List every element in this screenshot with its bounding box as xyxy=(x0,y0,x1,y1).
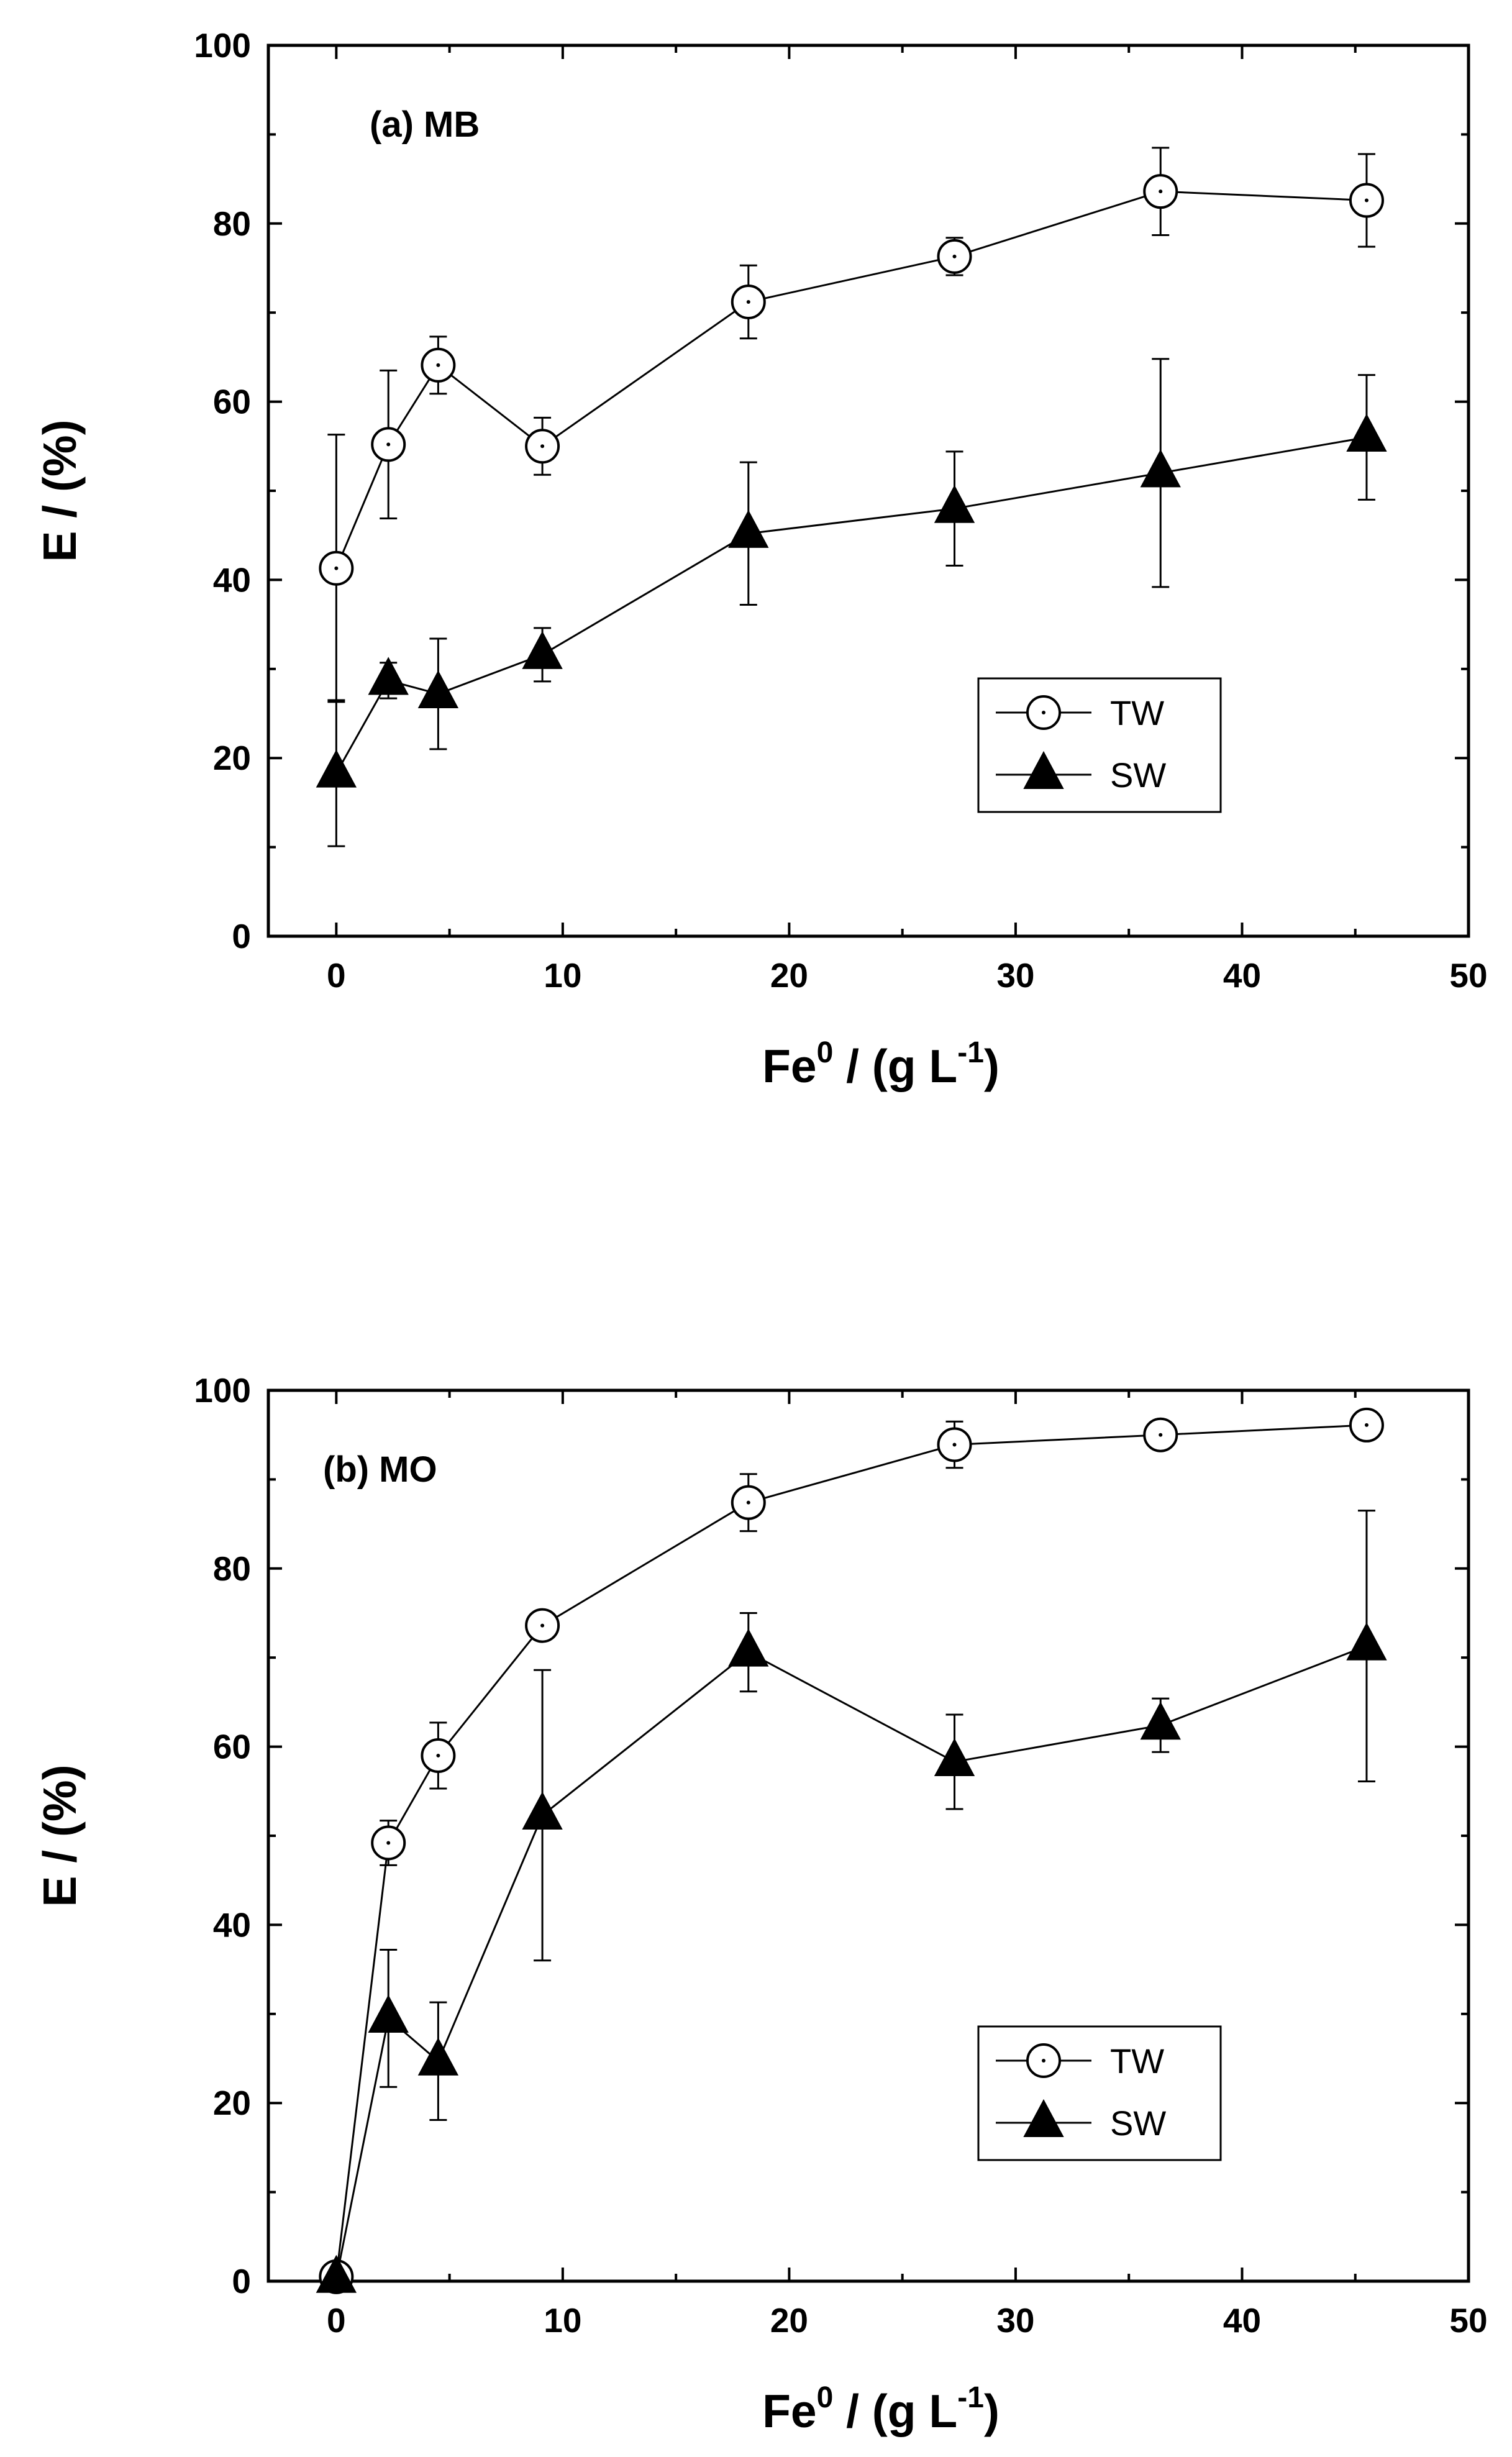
marker-triangle xyxy=(522,631,563,669)
x-tick-label: 30 xyxy=(996,956,1034,995)
marker-dot xyxy=(386,442,391,447)
x-tick-label: 30 xyxy=(996,2301,1034,2340)
marker-dot xyxy=(1042,711,1045,714)
y-tick-label: 40 xyxy=(213,560,251,599)
marker-dot xyxy=(1364,198,1369,203)
x-tick-label: 0 xyxy=(327,956,346,995)
marker-triangle xyxy=(1346,1622,1387,1661)
legend-label-tw: TW xyxy=(1110,2041,1164,2081)
y-tick-label: 60 xyxy=(213,1728,251,1766)
legend-box xyxy=(977,677,1222,813)
y-tick-label: 80 xyxy=(213,204,251,243)
series-sw xyxy=(316,358,1387,847)
marker-triangle xyxy=(1023,2099,1064,2138)
chart-panel-mb: 0 10 20 30 40 50 0 20 40 60 80 100 E / (%) Fe0 / (g L… xyxy=(34,26,1488,1092)
panel-label: (b) MO xyxy=(323,1449,437,1490)
marker-dot xyxy=(540,444,545,449)
marker-dot xyxy=(1364,1423,1369,1427)
legend: TW SW xyxy=(977,677,1222,813)
series-sw xyxy=(316,1510,1387,2293)
marker-dot xyxy=(436,363,440,367)
x-tick-label: 0 xyxy=(327,2301,346,2340)
y-tick-label: 100 xyxy=(194,26,251,65)
x-tick-label: 20 xyxy=(770,956,808,995)
marker-dot xyxy=(952,1443,957,1447)
marker-dot xyxy=(334,566,339,570)
marker-dot xyxy=(386,1841,391,1845)
legend-label-tw: TW xyxy=(1110,693,1164,732)
series-tw xyxy=(319,1407,1384,2294)
x-tick-label: 10 xyxy=(544,2301,581,2340)
marker-triangle xyxy=(934,1738,975,1777)
legend-label-sw: SW xyxy=(1110,2104,1166,2143)
legend: TW SW xyxy=(977,2025,1222,2161)
marker-triangle xyxy=(1140,1702,1181,1740)
marker-dot xyxy=(746,299,750,304)
x-tick-label: 20 xyxy=(770,2301,808,2340)
x-tick-label: 50 xyxy=(1449,956,1487,995)
x-tick-label: 50 xyxy=(1449,2301,1487,2340)
y-tick-label: 80 xyxy=(213,1549,251,1588)
series-line xyxy=(335,1645,1367,2279)
marker-triangle xyxy=(368,657,409,695)
legend-box xyxy=(977,2025,1222,2161)
y-tick-label: 100 xyxy=(194,1371,251,1410)
marker-triangle xyxy=(417,2037,459,2076)
y-axis-label: E / (%) xyxy=(34,419,86,562)
marker-dot xyxy=(746,1500,750,1505)
x-tick-label: 40 xyxy=(1223,956,1261,995)
x-tick-label: 10 xyxy=(544,956,581,995)
y-tick-label: 0 xyxy=(232,2262,251,2300)
series-line xyxy=(335,190,1367,569)
marker-triangle xyxy=(316,749,357,788)
marker-dot xyxy=(540,1623,545,1628)
marker-triangle xyxy=(728,509,769,548)
marker-dot xyxy=(1159,1433,1163,1437)
marker-dot xyxy=(952,254,957,258)
marker-triangle xyxy=(934,485,975,523)
marker-triangle xyxy=(316,2254,357,2293)
y-tick-label: 20 xyxy=(213,2084,251,2122)
x-tick-label: 40 xyxy=(1223,2301,1261,2340)
plot-frame xyxy=(266,1388,1470,2283)
y-tick-label: 40 xyxy=(213,1905,251,1944)
series-tw xyxy=(319,147,1384,703)
marker-triangle xyxy=(368,1994,409,2033)
marker-triangle xyxy=(417,670,459,708)
marker-dot xyxy=(1042,2059,1045,2063)
chart-panel-mo: 0 10 20 30 40 50 0 20 40 60 80 100 E / (%) Fe0 / (g L… xyxy=(34,1371,1488,2437)
legend-label-sw: SW xyxy=(1110,755,1166,795)
marker-triangle xyxy=(728,1628,769,1667)
y-tick-label: 0 xyxy=(232,917,251,955)
plot-frame xyxy=(266,43,1470,938)
marker-triangle xyxy=(1023,750,1064,790)
marker-triangle xyxy=(1140,449,1181,488)
y-axis-label: E / (%) xyxy=(34,1764,86,1907)
x-axis-label: Fe0 / (g L-1) xyxy=(762,2381,1000,2437)
y-tick-label: 20 xyxy=(213,739,251,777)
marker-dot xyxy=(1159,189,1163,194)
y-tick-label: 60 xyxy=(213,383,251,421)
marker-triangle xyxy=(522,1791,563,1830)
x-axis-label: Fe0 / (g L-1) xyxy=(762,1036,1000,1092)
marker-dot xyxy=(436,1753,440,1757)
marker-triangle xyxy=(1346,413,1387,452)
panel-label: (a) MB xyxy=(370,104,480,145)
